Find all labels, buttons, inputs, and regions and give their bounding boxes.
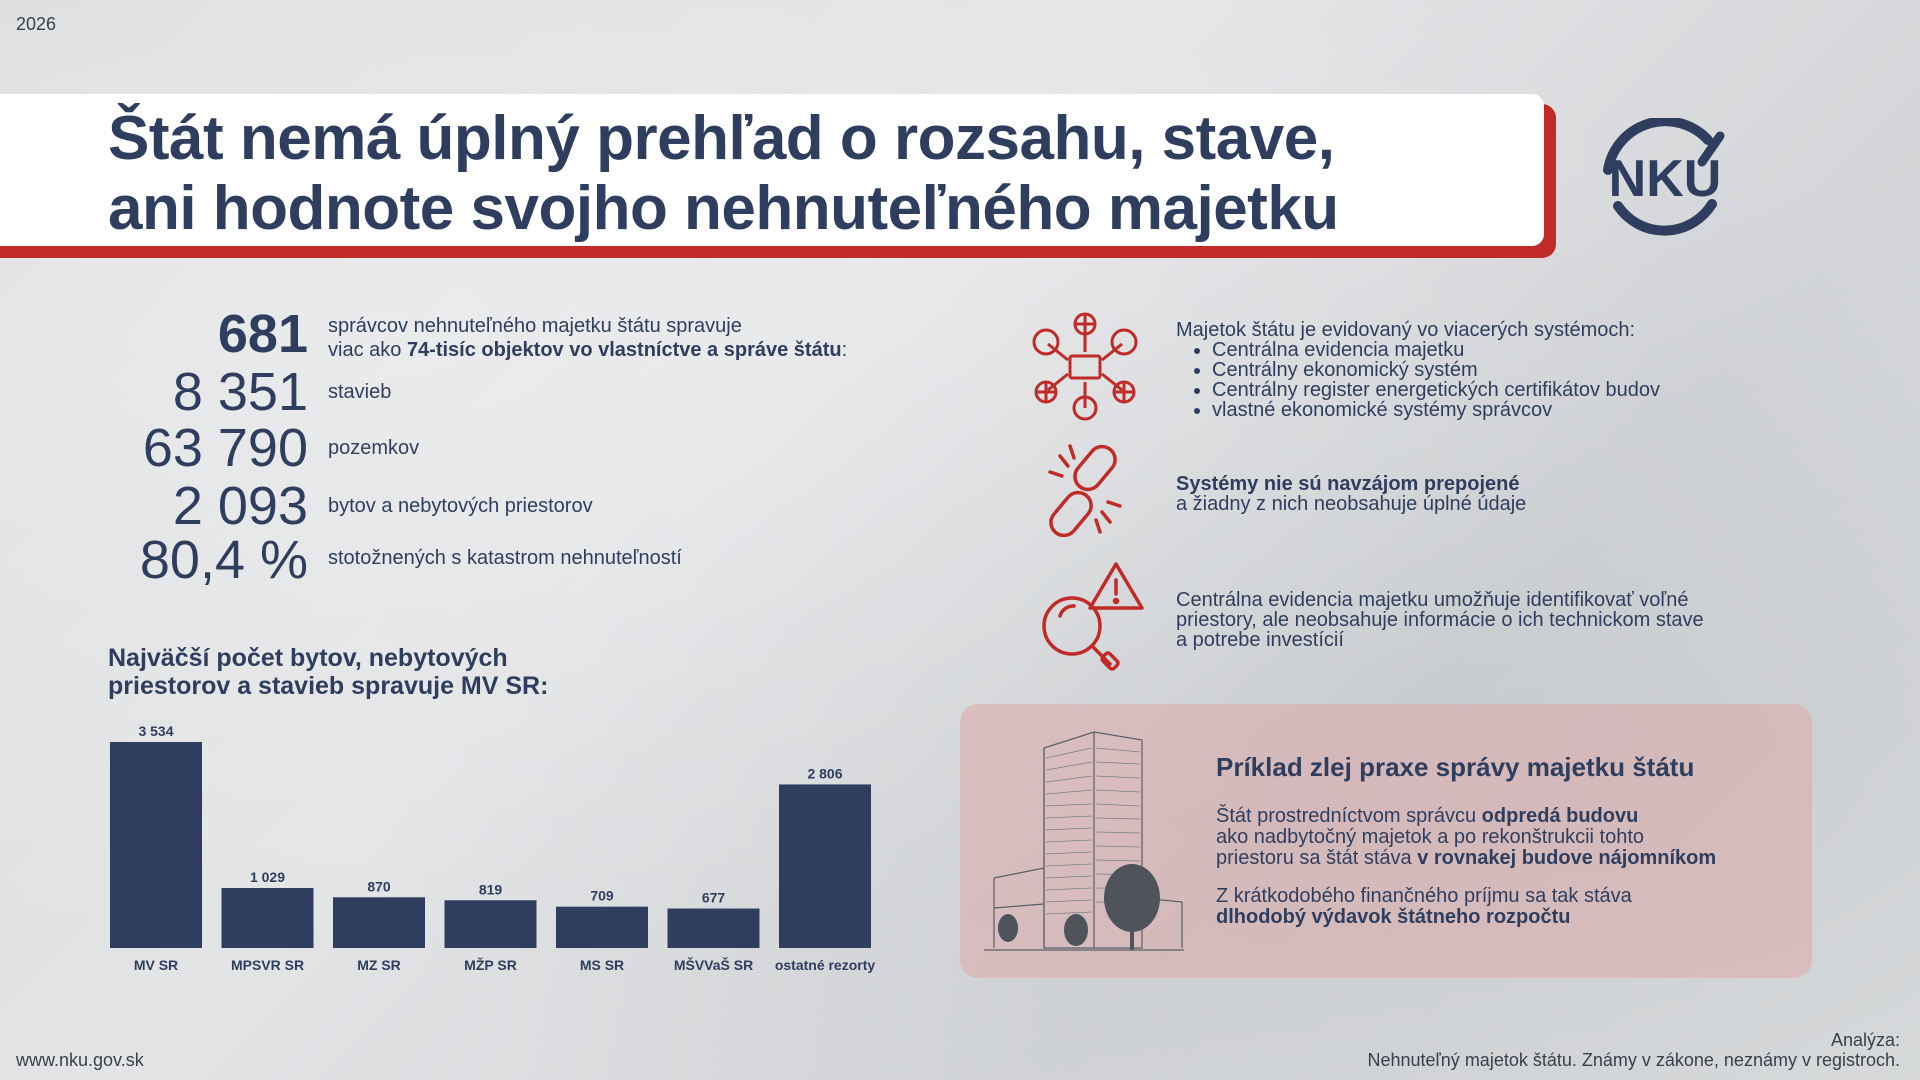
example-p2-line1: Z krátkodobého finančného príjmu sa tak … — [1216, 885, 1632, 907]
chart-value-label: 2 806 — [807, 765, 842, 781]
stat-cadastre-desc: stotožnených s katastrom nehnuteľností — [328, 547, 682, 569]
cem-note-line: a potrebe investícií — [1176, 629, 1344, 651]
broken-chain-icon — [1048, 444, 1122, 538]
stat-managers-desc: správcov nehnuteľného majetku štátu spra… — [328, 314, 847, 362]
cem-note-line: priestory, ale neobsahuje informácie o i… — [1176, 609, 1704, 631]
stat-buildings-desc: stavieb — [328, 381, 392, 403]
chart-title: Najväčší počet bytov, nebytových priesto… — [108, 644, 548, 700]
systems-list-block: Majetok štátu je evidovaný vo viacerých … — [1176, 320, 1660, 420]
systems-note: Systémy nie sú navzájom prepojené a žiad… — [1176, 474, 1526, 514]
stat-cadastre-value: 80,4 % — [139, 530, 308, 590]
example-paragraph-1: Štát prostredníctvom správcu odpredá bud… — [1216, 806, 1776, 869]
chart-value-label: 709 — [590, 888, 614, 904]
cem-note: Centrálna evidencia majetku umožňuje ide… — [1176, 590, 1704, 650]
chart-title-line2: priestorov a stavieb spravuje MV SR: — [108, 672, 549, 700]
building-illustration-icon — [984, 731, 1184, 951]
page-title-line1: Štát nemá úplný prehľad o rozsahu, stave… — [108, 104, 1335, 173]
stat-buildings-value: 8 351 — [172, 362, 308, 422]
chart-bar — [444, 900, 537, 948]
chart-category-label: MS SR — [580, 957, 624, 973]
chart-title-line1: Najväčší počet bytov, nebytových — [108, 644, 508, 672]
example-paragraph-2: Z krátkodobého finančného príjmu sa tak … — [1216, 886, 1776, 928]
chart-bar — [221, 888, 314, 948]
page-title-line2: ani hodnote svojho nehnuteľného majetku — [108, 174, 1339, 243]
chart-value-label: 677 — [702, 890, 726, 906]
title-panel — [0, 94, 1544, 246]
systems-intro: Majetok štátu je evidovaný vo viacerých … — [1176, 319, 1636, 341]
magnifier-warning-icon — [1042, 562, 1144, 671]
page-title: Štát nemá úplný prehľad o rozsahu, stave… — [108, 104, 1339, 244]
cem-note-line: Centrálna evidencia majetku umožňuje ide… — [1176, 589, 1689, 611]
chart-category-label: MV SR — [134, 957, 178, 973]
stat-managers-desc-line2: viac ako 74-tisíc objektov vo vlastníctv… — [328, 339, 848, 361]
year-label: 2026 — [16, 14, 57, 34]
systems-list-item: Centrálna evidencia majetku — [1212, 340, 1660, 360]
chart-bar — [333, 897, 425, 948]
nku-logo-icon: NKU — [1603, 118, 1725, 236]
chart-category-label: MZ SR — [357, 957, 401, 973]
chart-category-label: MŠVVaŠ SR — [674, 956, 753, 973]
systems-list-item: Centrálny register energetických certifi… — [1212, 380, 1660, 400]
systems-note-bold: Systémy nie sú navzájom prepojené — [1176, 473, 1520, 495]
footer-analysis-title: Nehnuteľný majetok štátu. Známy v zákone… — [1367, 1050, 1901, 1070]
systems-note-rest: a žiadny z nich neobsahuje úplné údaje — [1176, 493, 1527, 515]
chart-category-label: MPSVR SR — [231, 957, 304, 973]
network-people-icon — [1032, 312, 1138, 421]
bar-chart: 3 534 MV SR 1 029 MPSVR SR 870 MZ SR 819 MŽP SR… — [110, 723, 876, 973]
logo-text: NKU — [1609, 150, 1722, 208]
chart-value-label: 819 — [479, 881, 503, 897]
systems-list-item: vlastné ekonomické systémy správcov — [1212, 400, 1660, 420]
systems-list: Centrálna evidencia majetku Centrálny ek… — [1176, 340, 1660, 420]
chart-category-label: ostatné rezorty — [775, 957, 876, 973]
chart-bar — [779, 784, 871, 948]
footer-analysis-label: Analýza: — [1830, 1030, 1900, 1050]
example-p2-line2: dlhodobý výdavok štátneho rozpočtu — [1216, 906, 1571, 928]
chart-category-label: MŽP SR — [464, 956, 517, 973]
stat-managers-value: 681 — [217, 304, 308, 364]
stat-managers-desc-line1: správcov nehnuteľného majetku štátu spra… — [328, 315, 742, 337]
systems-list-item: Centrálny ekonomický systém — [1212, 360, 1660, 380]
chart-value-label: 870 — [367, 878, 391, 894]
bad-practice-panel — [960, 704, 1812, 978]
chart-bar — [110, 742, 202, 948]
chart-bar — [667, 908, 760, 948]
footer-website-link[interactable]: www.nku.gov.sk — [16, 1050, 144, 1070]
stat-land-value: 63 790 — [142, 418, 308, 478]
example-title: Príklad zlej praxe správy majetku štátu — [1216, 752, 1695, 782]
stat-flats-desc: bytov a nebytových priestorov — [328, 495, 593, 517]
example-p1-line2: ako nadbytočný majetok a po rekonštrukci… — [1216, 826, 1645, 848]
chart-value-label: 1 029 — [250, 869, 285, 885]
footer-analysis-source: Analýza: Nehnuteľný majetok štátu. Známy… — [1368, 1030, 1901, 1070]
example-p1-line3: priestoru sa štát stáva v rovnakej budov… — [1216, 847, 1717, 869]
chart-value-label: 3 534 — [138, 723, 173, 739]
stat-land-desc: pozemkov — [328, 437, 420, 459]
chart-bar — [556, 906, 648, 948]
stat-flats-value: 2 093 — [172, 476, 308, 536]
example-p1-line1: Štát prostredníctvom správcu odpredá bud… — [1216, 805, 1639, 827]
